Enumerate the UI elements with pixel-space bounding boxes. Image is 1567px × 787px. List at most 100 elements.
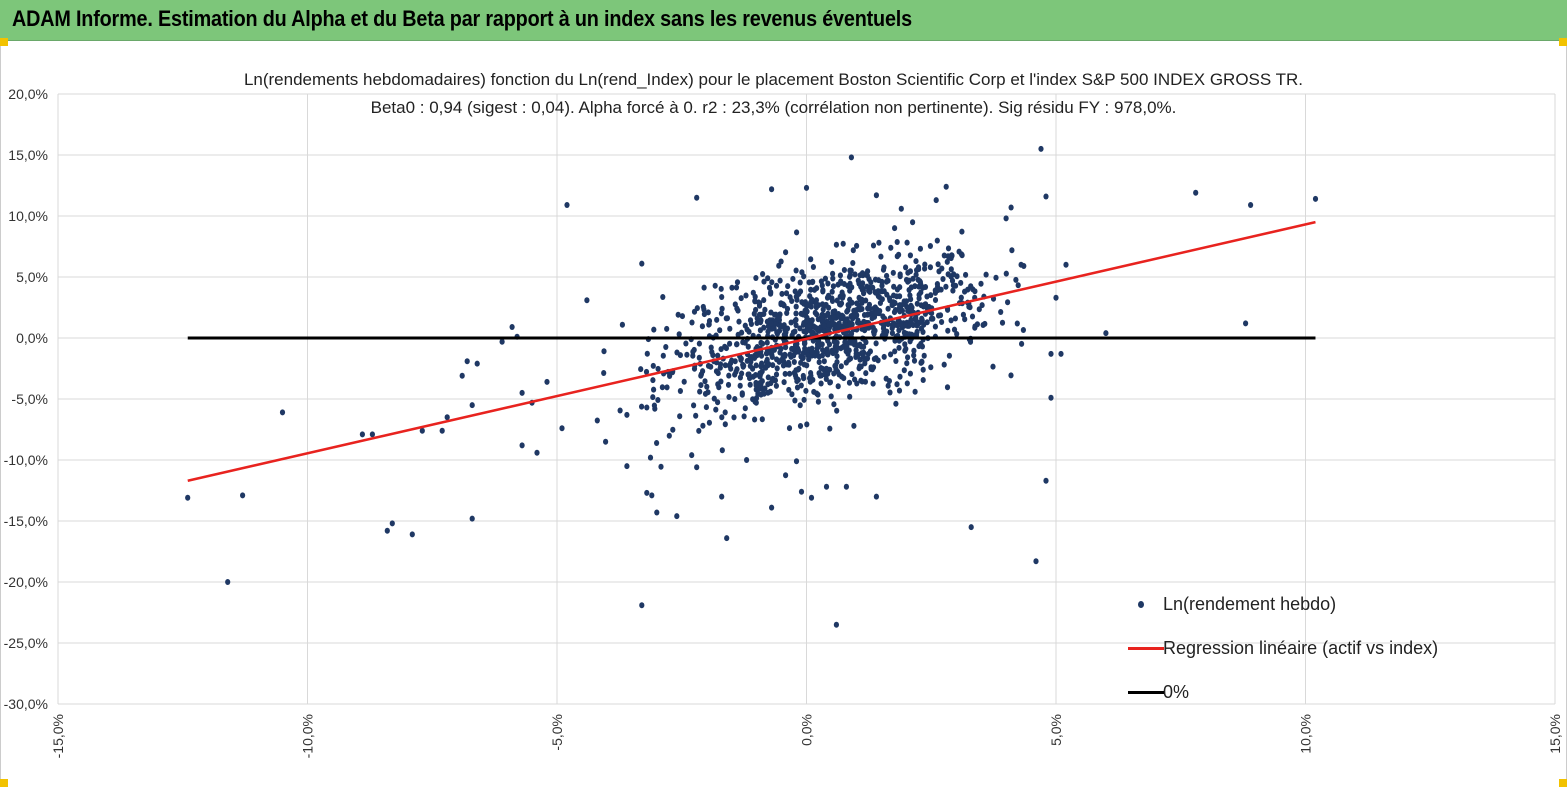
scatter-point (773, 282, 780, 289)
scatter-point (867, 348, 874, 355)
scatter-point (681, 378, 687, 385)
resize-handle-top-right[interactable] (1559, 38, 1567, 46)
scatter-point (714, 316, 720, 323)
legend-item-scatter[interactable]: Ln(rendement hebdo) (1125, 592, 1336, 616)
scatter-point (902, 322, 909, 329)
scatter-point (719, 294, 725, 300)
scatter-point (744, 457, 750, 463)
scatter-point (701, 306, 707, 313)
scatter-point (941, 252, 947, 259)
scatter-point (958, 279, 964, 286)
scatter-point (1103, 330, 1109, 337)
scatter-point (891, 283, 897, 290)
scatter-point (519, 389, 525, 396)
scatter-point (844, 308, 850, 315)
scatter-point (891, 322, 897, 329)
scatter-point (935, 261, 941, 268)
scatter-point (833, 347, 839, 354)
scatter-point (867, 305, 873, 312)
scatter-point (873, 493, 880, 500)
scatter-point (890, 269, 896, 276)
scatter-point (945, 327, 951, 334)
scatter-point (744, 326, 750, 333)
scatter-point (873, 340, 879, 347)
scatter-point (922, 261, 928, 268)
scatter-point (644, 404, 650, 411)
scatter-point (945, 306, 951, 313)
scatter-point (768, 380, 774, 387)
scatter-point (905, 354, 911, 361)
scatter-point (917, 245, 924, 252)
scatter-point (911, 347, 917, 354)
scatter-point (660, 294, 666, 300)
scatter-point (804, 308, 810, 315)
scatter-point (654, 509, 660, 516)
y-tick-label: 20,0% (8, 86, 48, 102)
scatter-point (700, 368, 706, 375)
scatter-point (905, 269, 911, 276)
scatter-point (717, 327, 723, 334)
scatter-point (825, 350, 831, 356)
scatter-point (1043, 477, 1049, 484)
scatter-point (675, 311, 681, 318)
scatter-point (799, 355, 806, 362)
scatter-point (858, 377, 864, 384)
legend-dot-icon (1138, 601, 1144, 608)
scatter-point (838, 363, 844, 370)
scatter-point (836, 371, 842, 378)
scatter-point (823, 365, 830, 372)
scatter-point (968, 524, 974, 531)
scatter-point (881, 353, 887, 360)
scatter-point (810, 264, 817, 270)
scatter-point (860, 280, 866, 287)
scatter-point (773, 311, 779, 318)
scatter-point (655, 397, 661, 403)
scatter-point (739, 370, 745, 377)
scatter-point (765, 275, 771, 282)
scatter-point (499, 338, 505, 345)
scatter-point (880, 325, 887, 332)
scatter-point (814, 390, 820, 397)
scatter-point (898, 205, 904, 212)
scatter-point (886, 378, 893, 384)
scatter-point (912, 388, 918, 395)
scatter-point (876, 294, 883, 300)
resize-handle-top-left[interactable] (0, 38, 8, 46)
scatter-point (883, 278, 890, 285)
scatter-point (1020, 327, 1026, 333)
scatter-point (729, 357, 735, 364)
scatter-point (821, 358, 827, 365)
scatter-point (921, 352, 927, 359)
scatter-point (781, 302, 787, 309)
scatter-point (705, 309, 711, 316)
scatter-point (594, 417, 600, 424)
resize-handle-bottom-right[interactable] (1559, 779, 1567, 787)
scatter-point (699, 323, 706, 330)
scatter-point (708, 344, 714, 351)
scatter-point (792, 328, 798, 335)
x-tick-label: 15,0% (1547, 714, 1563, 754)
scatter-point (761, 297, 767, 304)
scatter-point (827, 379, 833, 386)
x-tick-label: 0,0% (799, 714, 815, 746)
scatter-point (877, 308, 883, 314)
scatter-point (700, 422, 706, 429)
scatter-point (723, 315, 729, 322)
legend-item-regression[interactable]: Regression linéaire (actif vs index) (1125, 636, 1438, 660)
scatter-point (781, 379, 787, 386)
scatter-point (801, 273, 807, 280)
scatter-point (831, 370, 837, 377)
scatter-point (650, 362, 656, 369)
scatter-point (833, 241, 840, 248)
resize-handle-bottom-left[interactable] (0, 779, 8, 787)
scatter-point (1248, 202, 1254, 208)
scatter-point (831, 401, 837, 408)
scatter-point (815, 398, 822, 405)
scatter-point (999, 319, 1006, 326)
scatter-point (863, 297, 869, 304)
scatter-point (834, 407, 840, 414)
scatter-point (706, 419, 713, 426)
scatter-point (965, 286, 971, 293)
legend-item-zero[interactable]: 0% (1125, 680, 1189, 704)
scatter-point (841, 267, 848, 273)
